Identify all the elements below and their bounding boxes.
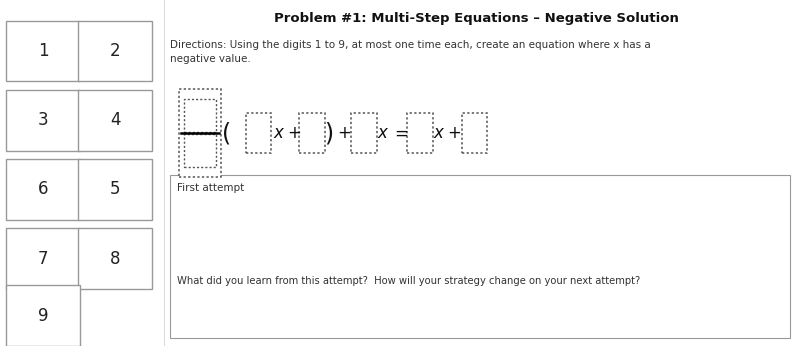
Text: 3: 3 — [38, 111, 49, 129]
Text: 8: 8 — [110, 249, 121, 268]
FancyBboxPatch shape — [0, 0, 164, 346]
FancyBboxPatch shape — [78, 90, 152, 151]
FancyBboxPatch shape — [407, 113, 433, 153]
Text: 9: 9 — [38, 307, 49, 325]
Text: $+$: $+$ — [287, 124, 302, 142]
Text: 2: 2 — [110, 42, 121, 60]
FancyBboxPatch shape — [6, 21, 80, 81]
FancyBboxPatch shape — [164, 0, 800, 346]
FancyBboxPatch shape — [78, 228, 152, 289]
FancyBboxPatch shape — [184, 100, 216, 133]
FancyBboxPatch shape — [299, 113, 325, 153]
Text: $+$: $+$ — [337, 124, 351, 142]
Text: ): ) — [324, 121, 334, 145]
Text: Directions: Using the digits 1 to 9, at most one time each, create an equation w: Directions: Using the digits 1 to 9, at … — [170, 40, 651, 64]
FancyBboxPatch shape — [351, 113, 377, 153]
Text: $x$: $x$ — [273, 124, 286, 142]
FancyBboxPatch shape — [184, 134, 216, 167]
Text: 1: 1 — [38, 42, 49, 60]
Text: 5: 5 — [110, 180, 121, 199]
Text: $=$: $=$ — [390, 124, 408, 142]
FancyBboxPatch shape — [6, 285, 80, 346]
FancyBboxPatch shape — [179, 89, 221, 177]
FancyBboxPatch shape — [78, 159, 152, 220]
Text: $x$: $x$ — [377, 124, 390, 142]
Text: 6: 6 — [38, 180, 49, 199]
FancyBboxPatch shape — [6, 90, 80, 151]
FancyBboxPatch shape — [170, 175, 790, 338]
Text: (: ( — [222, 121, 231, 145]
Text: $+$: $+$ — [447, 124, 462, 142]
FancyBboxPatch shape — [6, 159, 80, 220]
Text: Problem #1: Multi-Step Equations – Negative Solution: Problem #1: Multi-Step Equations – Negat… — [274, 12, 678, 25]
Text: $x$: $x$ — [433, 124, 446, 142]
Text: What did you learn from this attempt?  How will your strategy change on your nex: What did you learn from this attempt? Ho… — [177, 276, 640, 286]
FancyBboxPatch shape — [78, 21, 152, 81]
FancyBboxPatch shape — [246, 113, 271, 153]
FancyBboxPatch shape — [462, 113, 487, 153]
FancyBboxPatch shape — [6, 228, 80, 289]
Text: 4: 4 — [110, 111, 121, 129]
Text: First attempt: First attempt — [177, 183, 244, 193]
Text: 7: 7 — [38, 249, 49, 268]
